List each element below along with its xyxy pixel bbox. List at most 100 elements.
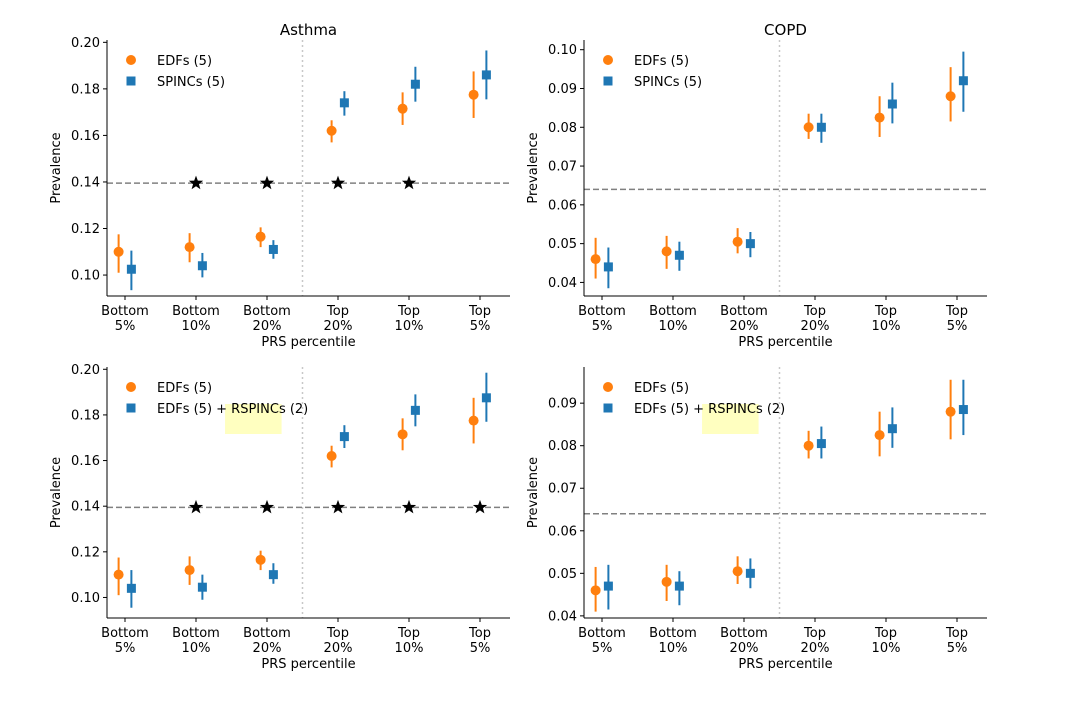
data-point-square	[887, 99, 897, 109]
x-tick-label: Top	[803, 304, 826, 319]
x-tick-label: 20%	[324, 319, 353, 334]
x-tick-label: 20%	[801, 319, 830, 334]
panel-title: COPD	[764, 21, 807, 39]
data-point-circle	[803, 122, 814, 133]
y-tick-label: 0.16	[71, 129, 100, 144]
y-axis-label: Prevalence	[49, 457, 64, 528]
panel-bottom-left: 0.100.120.140.160.180.20Bottom5%Bottom10…	[49, 363, 510, 672]
x-tick-label: Top	[468, 304, 491, 319]
data-point-circle	[590, 585, 601, 596]
legend-label: EDFs (5) + RSPINCs (2)	[157, 402, 308, 417]
data-point-circle	[468, 89, 479, 100]
data-point-circle	[326, 450, 337, 461]
data-point-square	[197, 582, 207, 592]
series-comparison	[126, 372, 491, 608]
significance-star	[188, 175, 204, 190]
x-tick-label: Bottom	[243, 304, 291, 319]
panel-bottom-right: 0.040.050.060.070.080.09Bottom5%Bottom10…	[526, 367, 987, 672]
data-point-square	[816, 439, 826, 449]
significance-star	[259, 499, 275, 514]
data-point-circle	[661, 576, 672, 587]
data-point-circle	[590, 254, 601, 265]
data-point-circle	[397, 429, 408, 440]
y-tick-label: 0.12	[71, 222, 100, 237]
series-edfs	[590, 67, 956, 279]
data-point-square	[603, 581, 613, 591]
data-point-square	[674, 581, 684, 591]
y-tick-label: 0.04	[548, 609, 577, 624]
y-axis-label: Prevalence	[526, 457, 541, 528]
legend-label: EDFs (5) + RSPINCs (2)	[634, 402, 785, 417]
significance-star	[330, 175, 346, 190]
legend-label: EDFs (5)	[634, 381, 689, 396]
legend-marker-circle	[126, 382, 136, 392]
x-axis-label: PRS percentile	[738, 335, 832, 350]
data-point-square	[339, 98, 349, 108]
y-tick-label: 0.14	[71, 500, 100, 515]
y-tick-label: 0.04	[548, 276, 577, 291]
legend-label: EDFs (5)	[157, 381, 212, 396]
legend-label: EDFs (5)	[634, 54, 689, 69]
y-tick-label: 0.20	[71, 36, 100, 51]
x-axis-label: PRS percentile	[738, 657, 832, 672]
y-tick-label: 0.20	[71, 363, 100, 378]
x-tick-label: 10%	[182, 319, 211, 334]
y-axis-label: Prevalence	[526, 132, 541, 203]
data-point-square	[481, 70, 491, 80]
x-tick-label: Top	[945, 304, 968, 319]
significance-star	[401, 175, 417, 190]
x-tick-label: Top	[326, 304, 349, 319]
x-tick-label: 5%	[592, 641, 613, 656]
y-tick-label: 0.10	[71, 591, 100, 606]
y-tick-label: 0.07	[548, 482, 577, 497]
x-tick-label: 5%	[115, 319, 136, 334]
y-axis-label: Prevalence	[49, 132, 64, 203]
legend-marker-square	[603, 76, 613, 86]
series-comparison	[603, 379, 968, 610]
data-point-square	[410, 405, 420, 415]
y-tick-label: 0.05	[548, 237, 577, 252]
x-tick-label: 20%	[324, 641, 353, 656]
significance-star	[401, 499, 417, 514]
data-point-circle	[732, 236, 743, 247]
y-tick-label: 0.14	[71, 175, 100, 190]
series-edfs	[590, 379, 956, 612]
x-tick-label: 10%	[395, 641, 424, 656]
y-tick-label: 0.08	[548, 121, 577, 136]
data-point-square	[816, 122, 826, 132]
legend: EDFs (5) SPINCs (5)	[126, 54, 225, 90]
data-point-square	[958, 76, 968, 86]
data-point-circle	[945, 406, 956, 417]
x-tick-label: Bottom	[649, 304, 697, 319]
data-point-circle	[184, 242, 195, 253]
legend-highlight	[225, 404, 282, 434]
data-point-square	[126, 264, 136, 274]
data-point-circle	[874, 430, 885, 441]
data-point-circle	[945, 91, 956, 102]
x-axis-label: PRS percentile	[261, 657, 355, 672]
y-tick-label: 0.06	[548, 198, 577, 213]
y-tick-label: 0.07	[548, 160, 577, 175]
legend-label: SPINCs (5)	[634, 75, 702, 90]
series-comparison	[603, 51, 968, 289]
data-point-square	[745, 239, 755, 249]
x-tick-label: Top	[397, 626, 420, 641]
y-tick-label: 0.12	[71, 545, 100, 560]
significance-star	[188, 499, 204, 514]
x-tick-label: Top	[803, 626, 826, 641]
x-axis-label: PRS percentile	[261, 335, 355, 350]
data-point-square	[410, 79, 420, 89]
legend: EDFs (5) SPINCs (5)	[603, 54, 702, 90]
data-point-square	[887, 424, 897, 434]
x-tick-label: 10%	[659, 641, 688, 656]
x-tick-label: Top	[945, 626, 968, 641]
legend-marker-circle	[603, 382, 613, 392]
data-point-square	[197, 261, 207, 271]
x-tick-label: Top	[468, 626, 491, 641]
data-point-circle	[803, 440, 814, 451]
legend-label: SPINCs (5)	[157, 75, 225, 90]
x-tick-label: 10%	[395, 319, 424, 334]
y-tick-label: 0.18	[71, 82, 100, 97]
x-tick-label: 5%	[947, 641, 968, 656]
